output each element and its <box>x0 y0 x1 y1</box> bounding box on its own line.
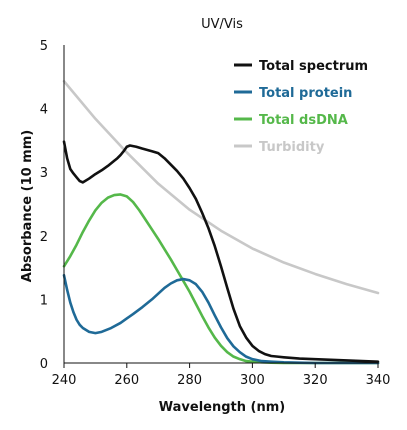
x-tick-label: 320 <box>303 373 328 388</box>
legend-entry: Total spectrum <box>259 59 368 74</box>
series-line-turbidity <box>62 79 380 295</box>
x-axis-label: Wavelength (nm) <box>159 400 285 415</box>
y-tick-label: 1 <box>40 293 48 308</box>
series-layer <box>62 79 380 365</box>
legend-entry: Total dsDNA <box>259 113 348 128</box>
legend-entry: Total protein <box>259 86 352 101</box>
y-tick-label: 4 <box>40 103 48 118</box>
x-tick-label: 260 <box>114 373 139 388</box>
x-tick-label: 300 <box>240 373 265 388</box>
series-line-total-dsdna <box>62 193 380 365</box>
legend: Total spectrum Total protein Total dsDNA Tu… <box>234 59 368 155</box>
y-axis-label: Absorbance (10 mm) <box>20 130 35 282</box>
x-tick-label: 340 <box>366 373 391 388</box>
series-line-total-spectrum <box>62 140 380 364</box>
chart-title: UV/Vis <box>201 17 243 32</box>
ticks-layer: 0 1 2 3 4 5 240 260 280 300 320 340 <box>40 39 391 388</box>
y-tick-label: 2 <box>40 230 48 245</box>
y-tick-label: 3 <box>40 166 48 181</box>
x-tick-label: 240 <box>52 373 77 388</box>
y-tick-label: 0 <box>40 357 48 372</box>
y-tick-label: 5 <box>40 39 48 54</box>
x-tick-label: 280 <box>177 373 202 388</box>
axes-layer <box>63 45 378 364</box>
legend-entry: Turbidity <box>259 140 325 155</box>
series-line-total-protein <box>62 273 380 365</box>
